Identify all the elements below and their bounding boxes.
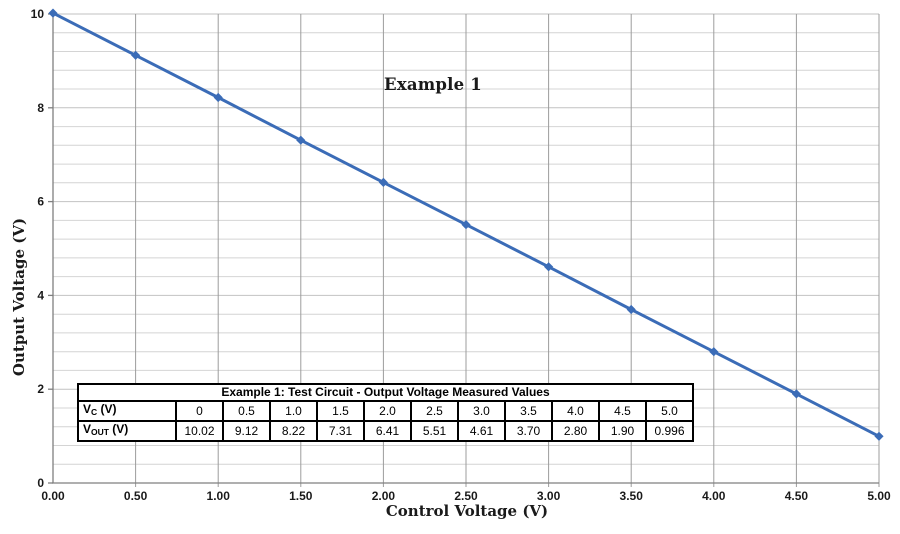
x-tick-label: 5.00 (867, 489, 891, 503)
data-point-marker (791, 389, 801, 399)
table-cell: 0 (175, 400, 224, 422)
table-cell: 4.5 (598, 400, 647, 422)
x-axis-label: Control Voltage (V) (385, 502, 549, 520)
data-point-marker (709, 347, 719, 357)
x-tick-label: 1.50 (289, 489, 313, 503)
data-point-marker (626, 304, 636, 315)
data-point-marker (544, 262, 554, 272)
table-cell: 1.0 (269, 400, 318, 422)
y-tick-label: 2 (37, 382, 44, 396)
table-title: Example 1: Test Circuit - Output Voltage… (77, 383, 694, 402)
table-cell: 5.51 (410, 420, 459, 442)
x-tick-label: 2.00 (372, 489, 396, 503)
table-cell: 3.70 (504, 420, 553, 442)
x-tick-label: 0.00 (41, 489, 65, 503)
table-cell: 1.5 (316, 400, 365, 422)
data-point-marker (296, 135, 306, 145)
data-point-marker (131, 50, 141, 60)
table-cell: 2.5 (410, 400, 459, 422)
data-point-marker (461, 220, 471, 230)
table-cell: 0.5 (222, 400, 271, 422)
x-tick-label: 1.00 (207, 489, 231, 503)
table-cell: 4.0 (551, 400, 600, 422)
y-axis-label: Output Voltage (V) (10, 217, 28, 377)
table-cell: 2.0 (363, 400, 412, 422)
x-tick-label: 4.00 (702, 489, 726, 503)
table-title-row: Example 1: Test Circuit - Output Voltage… (77, 383, 694, 402)
x-tick-label: 0.50 (124, 489, 148, 503)
data-point-marker (48, 8, 58, 18)
y-tick-label: 6 (37, 195, 44, 209)
y-tick-label: 4 (37, 288, 44, 302)
table-row: VOUT (V) 10.02 9.12 8.22 7.31 6.41 5.51 4.61 3.7… (77, 420, 694, 442)
table-cell: 3.5 (504, 400, 553, 422)
table-cell: 9.12 (222, 420, 271, 442)
data-point-marker (874, 431, 884, 441)
table-cell: 6.41 (363, 420, 412, 442)
measured-values-table: Example 1: Test Circuit - Output Voltage… (77, 383, 694, 442)
table-cell: 0.996 (645, 420, 694, 442)
y-tick-label: 0 (37, 476, 44, 490)
table-cell: 7.31 (316, 420, 365, 442)
table-cell: 10.02 (175, 420, 224, 442)
x-tick-label: 4.50 (785, 489, 809, 503)
table-cell: 3.0 (457, 400, 506, 422)
data-point-marker (378, 177, 388, 187)
y-tick-label: 10 (31, 7, 45, 21)
x-tick-label: 3.00 (537, 489, 561, 503)
x-tick-label: 3.50 (620, 489, 644, 503)
table-cell: 4.61 (457, 420, 506, 442)
row-label: VOUT (V) (77, 420, 177, 442)
table-row: VC (V) 0 0.5 1.0 1.5 2.0 2.5 3.0 3.5 4.0 4.5 5.0 (77, 400, 694, 422)
table-cell: 5.0 (645, 400, 694, 422)
table-cell: 8.22 (269, 420, 318, 442)
x-tick-label: 2.50 (454, 489, 478, 503)
data-point-marker (213, 92, 223, 103)
chart-title: Example 1 (384, 75, 482, 94)
table-cell: 1.90 (598, 420, 647, 442)
table-cell: 2.80 (551, 420, 600, 442)
row-label: VC (V) (77, 400, 177, 422)
y-tick-label: 8 (37, 101, 44, 115)
